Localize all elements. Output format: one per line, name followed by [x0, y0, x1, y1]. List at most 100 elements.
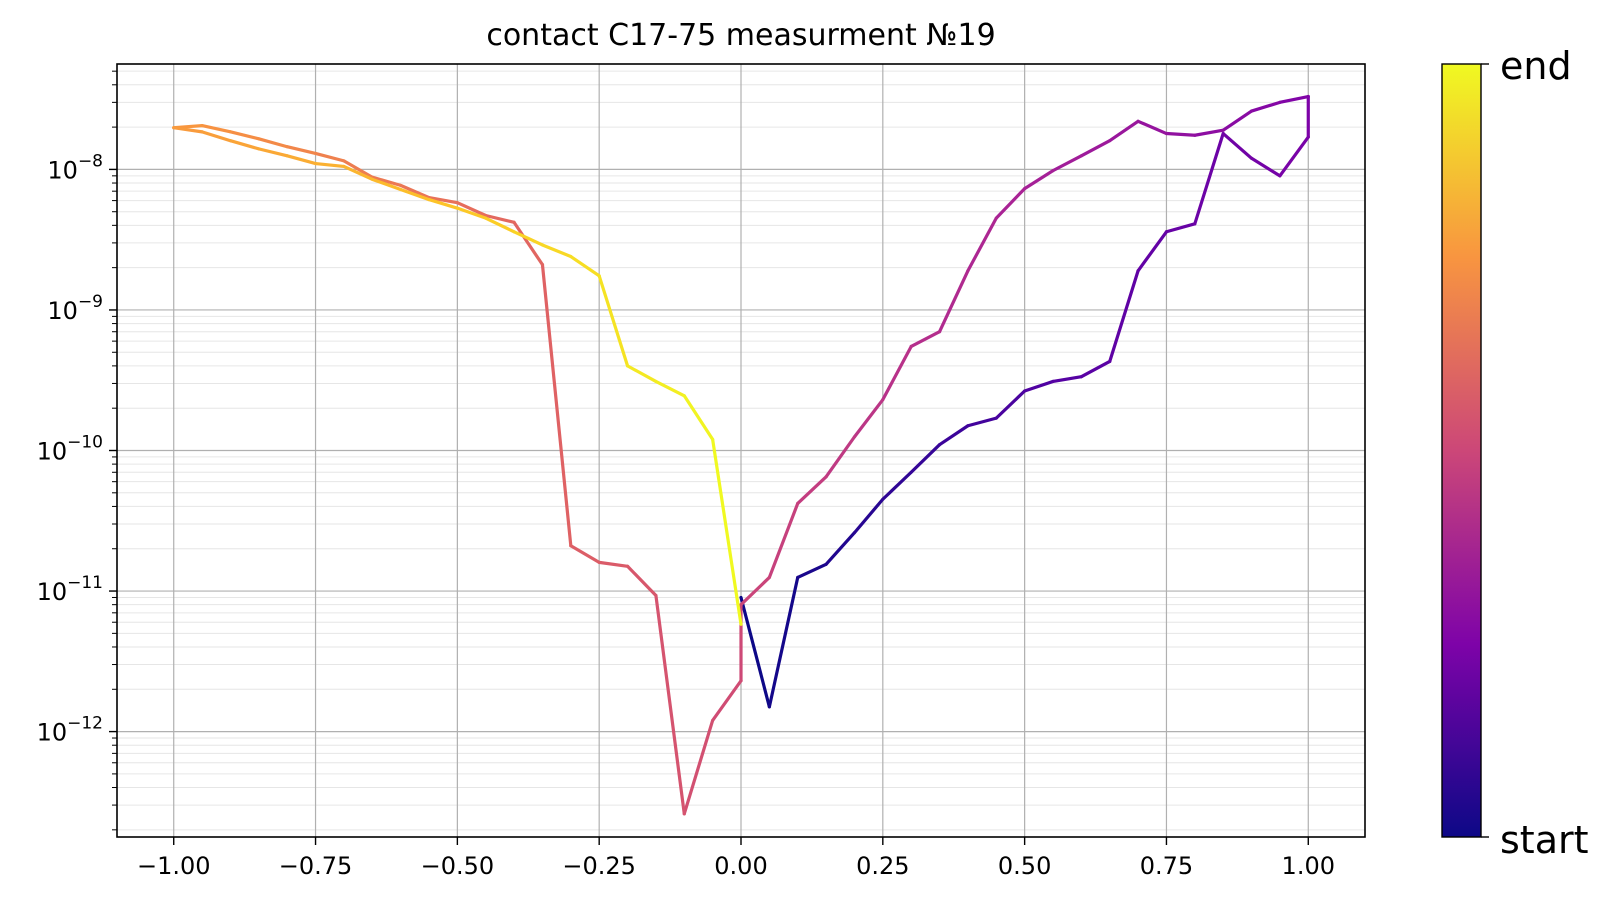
series-segment — [455, 206, 488, 220]
series-segment — [1193, 128, 1225, 137]
series-segment — [824, 531, 857, 566]
y-tick-base: 10 — [47, 156, 78, 184]
series-segment — [512, 220, 545, 267]
series-segment — [1079, 139, 1112, 158]
series-segment — [257, 137, 289, 149]
series-segment — [1249, 156, 1282, 178]
series-segment — [1136, 230, 1169, 273]
series-segment — [1278, 94, 1310, 104]
series-segment — [342, 159, 374, 179]
series-segment — [313, 161, 346, 169]
x-tick-label: 0.50 — [998, 852, 1051, 880]
x-tick-label: 1.00 — [1282, 852, 1335, 880]
series-segment — [852, 398, 885, 439]
series-segment — [881, 470, 913, 501]
series-segment — [512, 230, 545, 247]
y-tick-exponent: −10 — [67, 433, 103, 453]
series-segment — [1051, 375, 1083, 384]
series-segment — [909, 443, 942, 474]
series-segment — [739, 595, 771, 709]
series-segment — [796, 475, 828, 506]
y-tick-exponent: −9 — [78, 292, 103, 312]
series-segment — [966, 416, 998, 428]
x-tick-label: −1.00 — [137, 852, 211, 880]
x-tick-label: 0.25 — [856, 852, 909, 880]
y-tick-base: 10 — [37, 578, 68, 606]
series-segment — [200, 123, 233, 134]
series-segment — [994, 187, 1027, 220]
series-segment — [1136, 119, 1169, 136]
series-segment — [1023, 169, 1055, 191]
series-segment — [1164, 222, 1197, 234]
y-tick-exponent: −8 — [78, 151, 103, 171]
x-axis-ticks: −1.00 −0.75 −0.50 −0.25 0.00 0.25 0.50 0.75 1.00 — [137, 837, 1335, 880]
series-segment — [1051, 154, 1083, 173]
x-tick-label: 0.75 — [1140, 852, 1193, 880]
series-segment — [1249, 100, 1282, 113]
series-segment — [228, 139, 261, 151]
y-tick-base: 10 — [37, 719, 68, 747]
series-segment — [1221, 109, 1254, 132]
series-segment — [937, 269, 970, 334]
series-segment — [228, 130, 261, 141]
series-segment — [654, 593, 686, 816]
series-segment — [625, 564, 658, 598]
series-segment — [370, 177, 403, 192]
y-tick-label: 10−9 — [47, 292, 103, 325]
y-tick-label: 10−11 — [37, 573, 103, 606]
series-segment — [767, 501, 800, 580]
series-segment — [399, 187, 431, 202]
series-segment — [200, 130, 233, 143]
x-tick-label: −0.25 — [562, 852, 636, 880]
y-tick-exponent: −12 — [67, 714, 103, 734]
series-segment — [427, 197, 459, 210]
x-tick-label: 0.00 — [714, 852, 767, 880]
series-segment — [739, 575, 771, 607]
series-segment — [1278, 135, 1310, 178]
series-segment — [654, 379, 686, 398]
series-segment — [711, 437, 743, 626]
series-segment — [597, 274, 630, 368]
series-segment — [824, 435, 857, 479]
y-tick-label: 10−10 — [37, 433, 103, 466]
y-tick-exponent: −11 — [67, 573, 103, 593]
major-gridlines — [117, 64, 1365, 837]
series-segment — [1108, 119, 1140, 143]
series-segment — [1108, 269, 1140, 364]
series-segment — [455, 201, 488, 218]
series-segment — [1079, 359, 1112, 379]
series-segment — [484, 213, 516, 224]
series-segment — [427, 196, 459, 205]
series-segment — [966, 216, 998, 273]
series-segment — [540, 243, 573, 259]
x-tick-label: −0.50 — [421, 852, 495, 880]
series-segment — [597, 560, 630, 568]
series-segment — [909, 330, 942, 349]
series-segment — [796, 562, 828, 580]
y-tick-label: 10−8 — [47, 151, 103, 184]
series-segment — [682, 718, 715, 816]
series-segment — [1164, 131, 1197, 137]
series-segment — [767, 575, 800, 709]
series-segment — [1193, 131, 1225, 226]
colorbar — [1441, 63, 1482, 838]
series-segment — [852, 497, 885, 535]
series-segment — [682, 394, 715, 441]
y-tick-label: 10−12 — [37, 714, 103, 747]
chart-title: contact C17-75 measurment №19 — [486, 18, 995, 53]
series-segment — [399, 183, 431, 200]
series-segment — [1221, 131, 1254, 160]
series-segment — [569, 254, 601, 278]
series-segment — [484, 216, 516, 234]
series-segment — [172, 126, 204, 134]
series-segment — [937, 424, 970, 447]
series-segment — [569, 544, 601, 564]
series-segment — [313, 151, 346, 163]
y-tick-base: 10 — [47, 297, 78, 325]
colorbar-end-label: end — [1500, 44, 1572, 88]
series-segment — [881, 344, 913, 402]
series-segment — [540, 263, 573, 548]
series-segment — [370, 175, 403, 187]
